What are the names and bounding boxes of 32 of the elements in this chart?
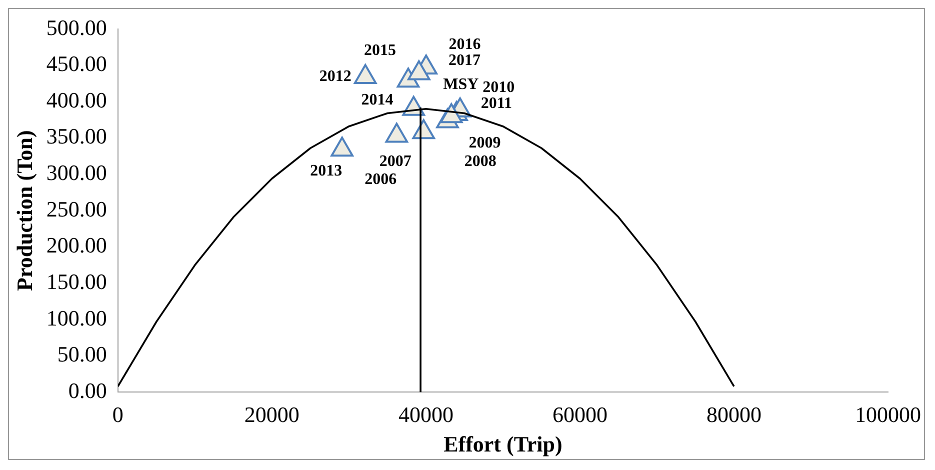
y-tick-label: 200.00 (46, 232, 107, 258)
y-tick-label: 150.00 (46, 269, 107, 294)
annotation: 2017 (448, 52, 480, 70)
x-tick-label: 100000 (855, 402, 921, 428)
y-tick-label: 400.00 (46, 87, 107, 112)
y-tick-label: 100.00 (46, 305, 107, 330)
x-tick-label: 80000 (706, 402, 762, 428)
y-tick-label: 250.00 (46, 196, 107, 222)
annotation: 2015 (364, 42, 396, 60)
y-axis-title: Production (Ton) (12, 130, 37, 291)
annotation: 2006 (364, 170, 397, 188)
y-tick-label: 500.00 (46, 14, 107, 40)
annotation: 2008 (464, 153, 496, 170)
annotation: 2012 (319, 68, 352, 86)
annotation: 2009 (468, 134, 501, 152)
annotation: 2010 (482, 78, 515, 96)
y-tick-label: 450.00 (46, 51, 107, 76)
x-axis-title: Effort (Trip) (444, 431, 562, 456)
annotation: 2007 (379, 152, 412, 170)
annotation: 2013 (310, 162, 342, 180)
y-tick-label: 300.00 (46, 160, 107, 186)
annotation: 2011 (480, 95, 512, 112)
x-tick-label: 60000 (552, 402, 608, 428)
y-tick-label: 350.00 (46, 124, 107, 149)
x-tick-label: 0 (112, 402, 124, 428)
y-tick-label: 0.00 (68, 378, 107, 403)
x-tick-label: 40000 (398, 402, 454, 428)
annotation: 2016 (448, 36, 481, 54)
y-tick-label: 50.00 (57, 342, 107, 367)
x-tick-label: 20000 (244, 402, 300, 428)
annotation: MSY (443, 76, 480, 93)
annotation: 2014 (361, 92, 394, 109)
